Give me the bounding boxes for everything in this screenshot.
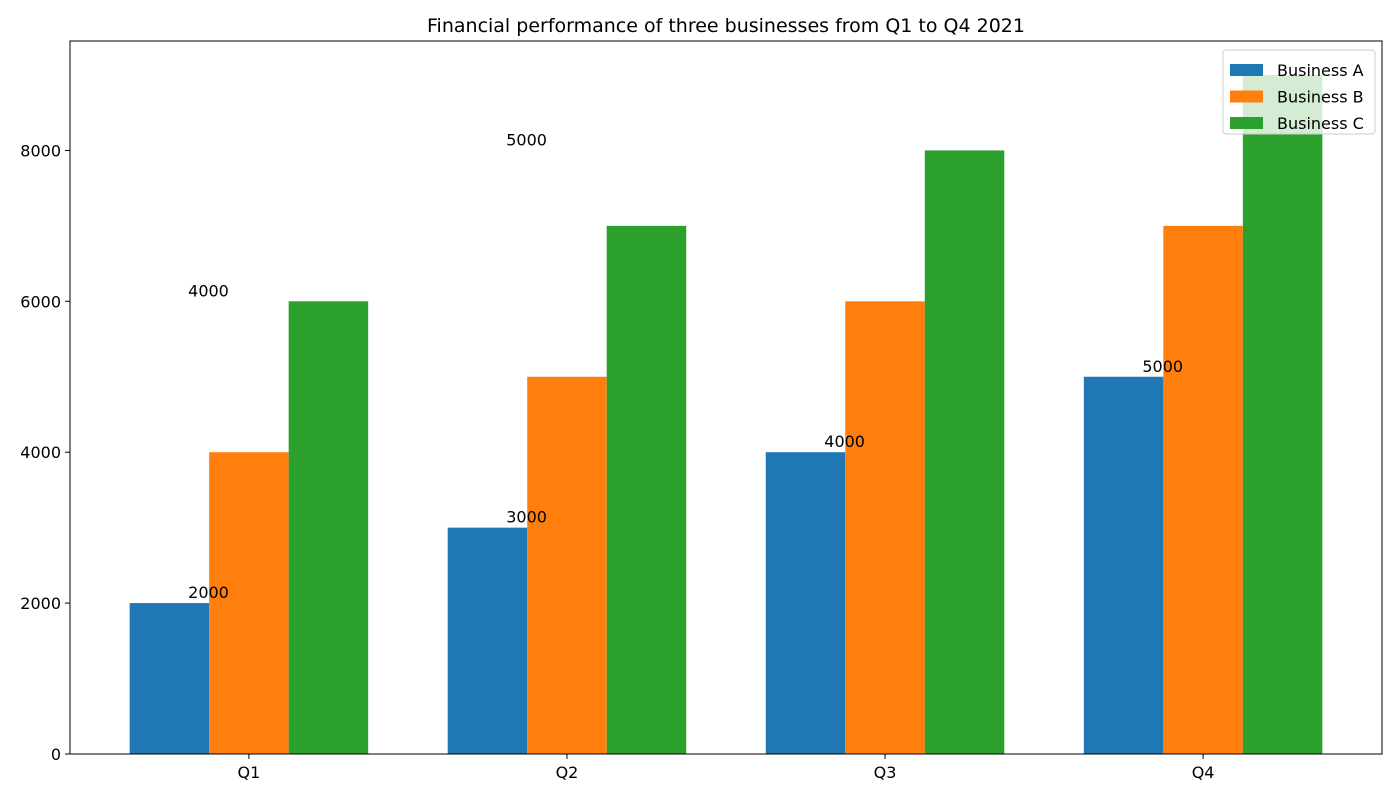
bar-business-c-q2 [607, 226, 687, 754]
bar-business-c-q3 [925, 150, 1005, 754]
y-tick-label: 4000 [20, 443, 61, 462]
legend-swatch [1230, 117, 1263, 129]
bars-layer [130, 75, 1323, 754]
data-label: 4000 [188, 281, 229, 300]
bar-business-b-q2 [527, 377, 607, 754]
data-label: 4000 [824, 432, 865, 451]
y-tick-label: 8000 [20, 141, 61, 160]
y-axis: 0 2000 4000 6000 8000 [20, 141, 70, 764]
data-label: 5000 [506, 130, 547, 149]
x-tick-label: Q4 [1192, 763, 1215, 782]
bar-business-b-q4 [1163, 226, 1243, 754]
legend-entry: Business B [1277, 88, 1364, 107]
bar-business-c-q4 [1243, 75, 1323, 754]
legend: Business A Business B Business C [1223, 50, 1375, 134]
data-label: 2000 [188, 583, 229, 602]
data-label: 5000 [1142, 357, 1183, 376]
y-tick-label: 0 [51, 745, 61, 764]
x-tick-label: Q3 [874, 763, 897, 782]
bar-business-c-q1 [289, 301, 369, 754]
legend-swatch [1230, 64, 1263, 76]
x-tick-label: Q2 [556, 763, 579, 782]
bar-business-a-q4 [1084, 377, 1164, 754]
legend-entry: Business A [1277, 61, 1364, 80]
y-tick-label: 2000 [20, 594, 61, 613]
legend-swatch [1230, 91, 1263, 103]
bar-business-b-q3 [845, 301, 925, 754]
x-tick-label: Q1 [238, 763, 261, 782]
y-tick-label: 6000 [20, 292, 61, 311]
bar-business-a-q2 [448, 528, 528, 754]
data-label: 3000 [506, 508, 547, 527]
legend-entry: Business C [1277, 114, 1364, 133]
chart-title: Financial performance of three businesse… [427, 15, 1025, 37]
bar-business-a-q1 [130, 603, 210, 754]
bar-business-b-q1 [209, 452, 289, 754]
x-axis: Q1 Q2 Q3 Q4 [238, 754, 1215, 782]
bar-business-a-q3 [766, 452, 846, 754]
